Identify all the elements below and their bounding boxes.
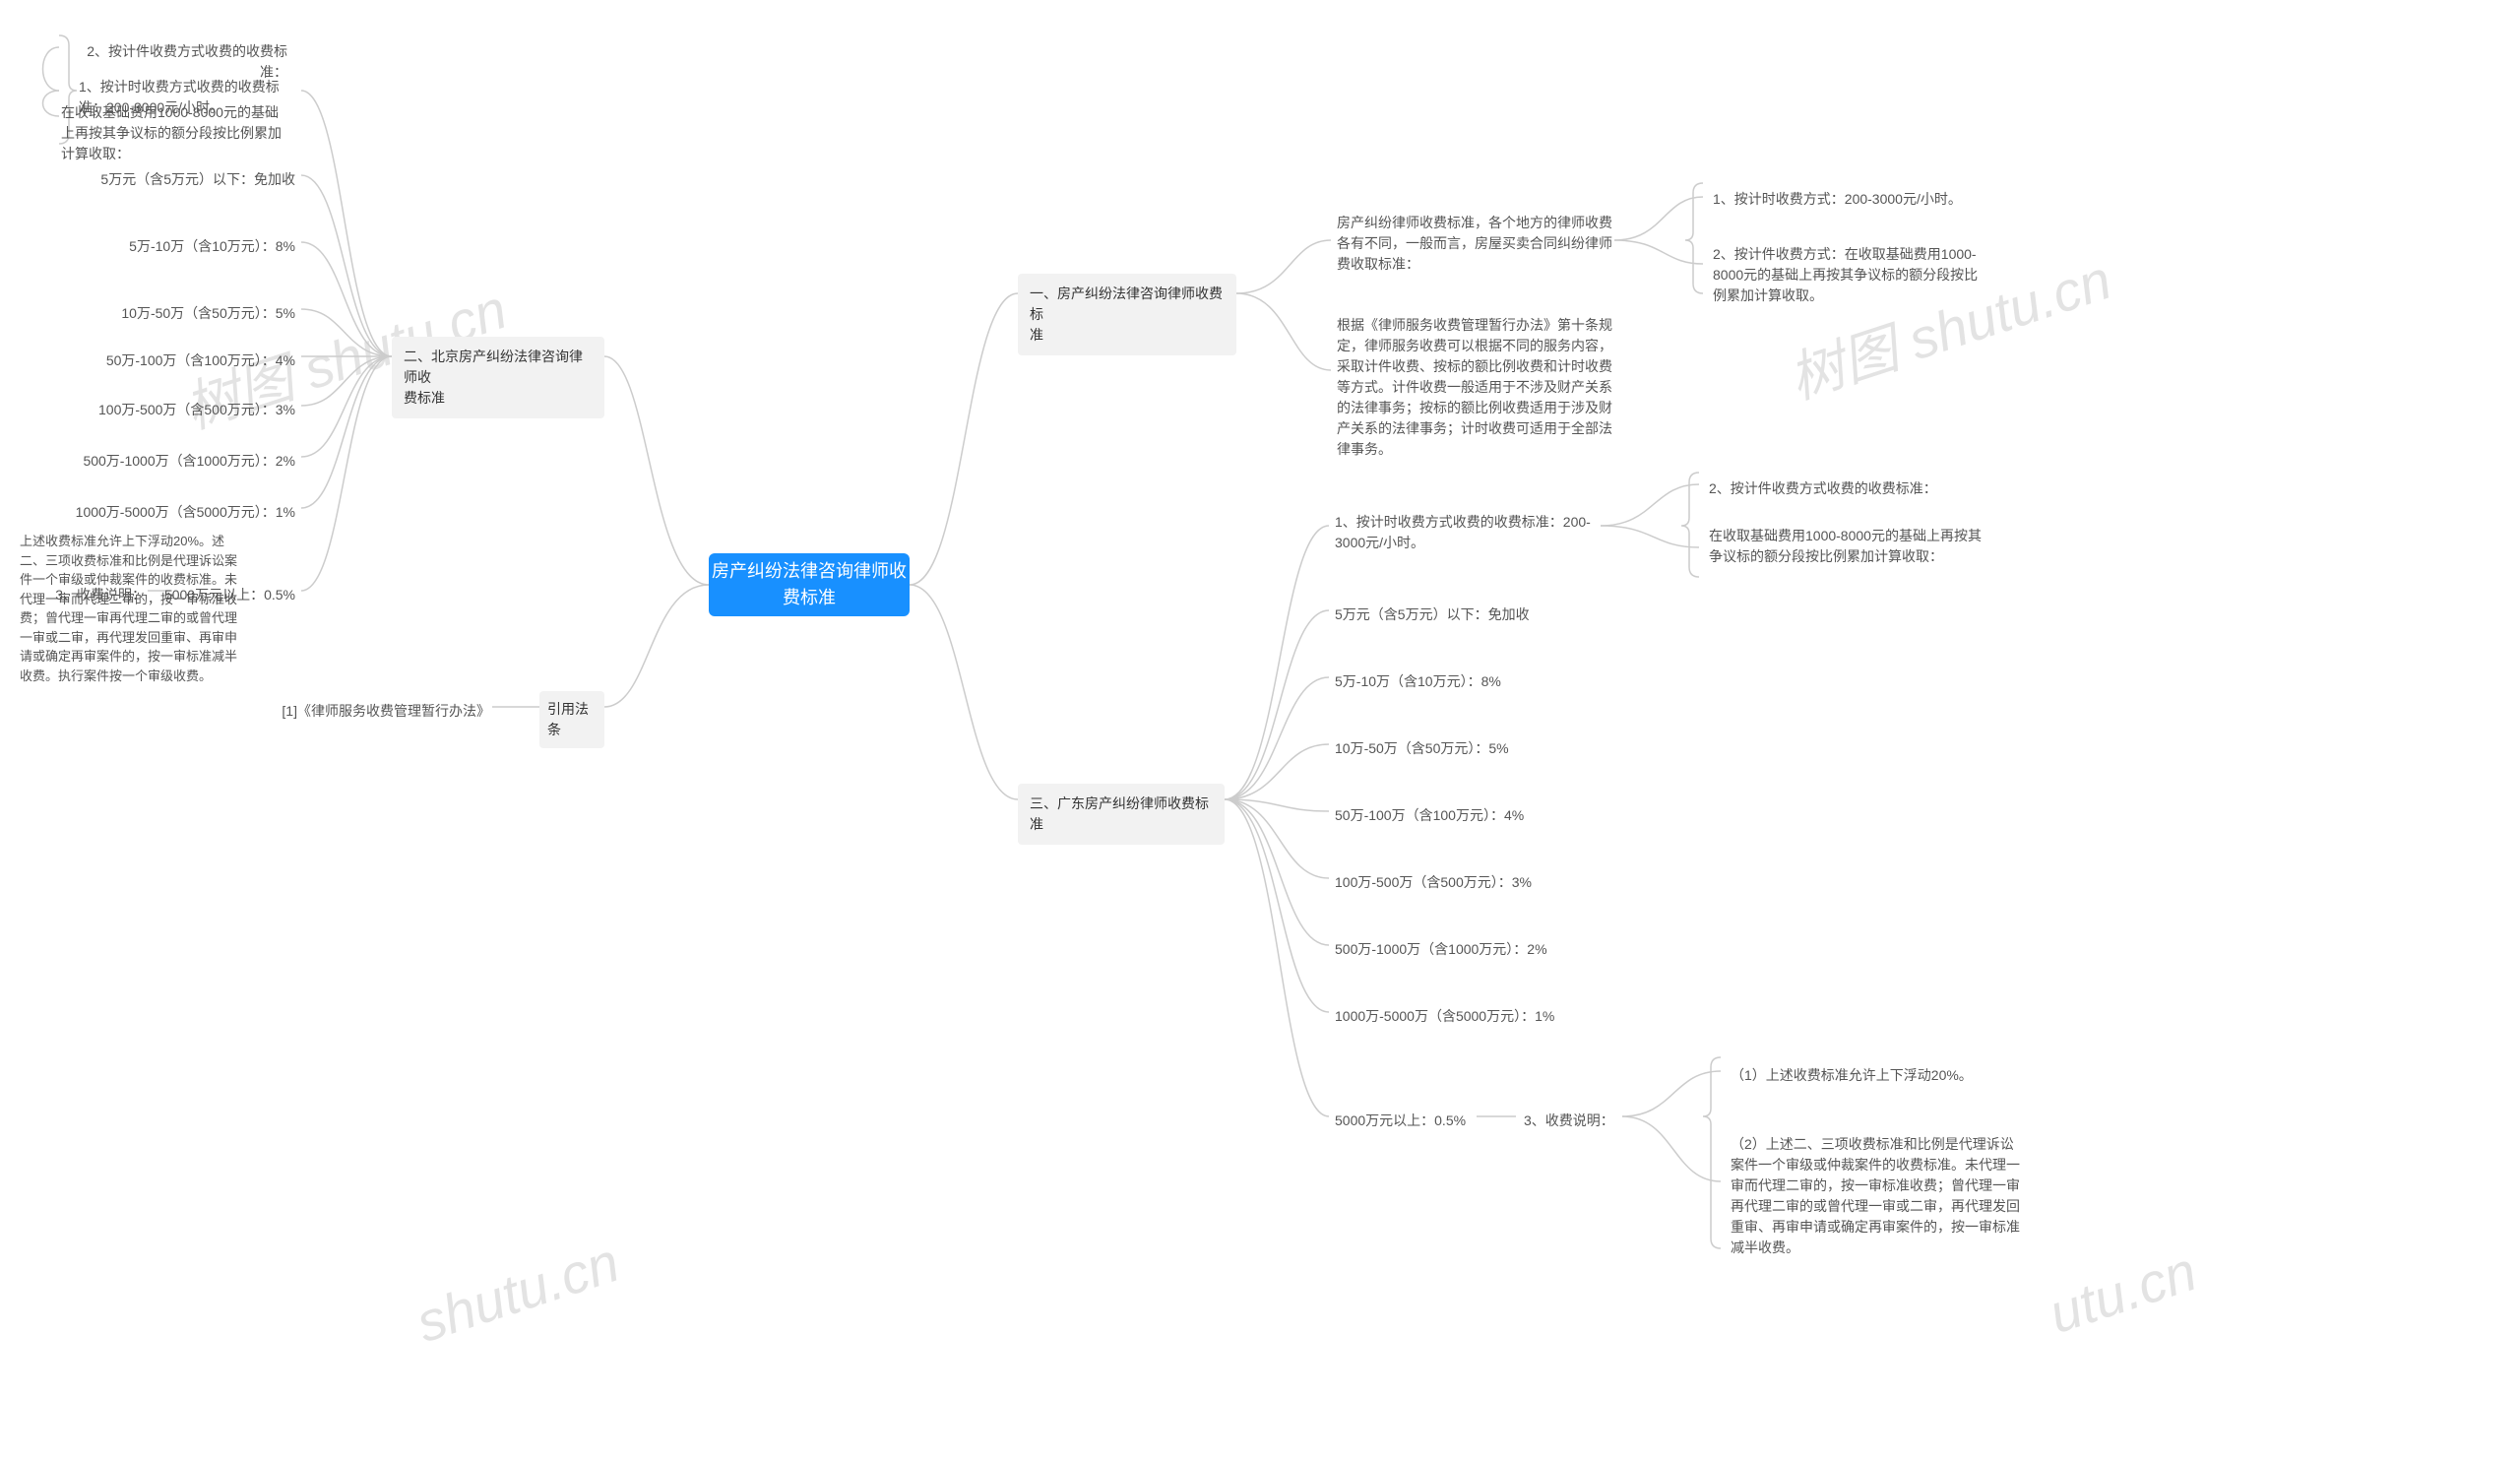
b2-t3: 10万-50万（含50万元）：5% [121, 301, 295, 326]
branch-3-title: 三、广东房产纠纷律师收费标准 [1030, 794, 1213, 835]
b2-c1a: 2、按计件收费方式收费的收费标准： [61, 39, 287, 85]
branch-2-title-l1: 二、北京房产纠纷法律咨询律师收 [404, 347, 593, 388]
b3-t8n: 3、收费说明： [1524, 1109, 1614, 1133]
b3-t5: 100万-500万（含500万元）：3% [1335, 870, 1532, 895]
branch-4-title: 引用法条 [547, 699, 597, 740]
b4-c1: [1]《律师服务收费管理暂行办法》 [282, 699, 490, 724]
branch-1: 一、房产纠纷法律咨询律师收费标 准 [1018, 274, 1236, 355]
branch-2: 二、北京房产纠纷法律咨询律师收 费标准 [392, 337, 604, 418]
b1-intro-c2: 2、按计件收费方式：在收取基础费用1000-8000元的基础上再按其争议标的额分… [1713, 242, 1988, 308]
branch-1-title-l2: 准 [1030, 325, 1225, 346]
b1-reg: 根据《律师服务收费管理暂行办法》第十条规定，律师服务收费可以根据不同的服务内容，… [1337, 313, 1612, 462]
b3-t8: 5000万元以上：0.5% [1335, 1109, 1466, 1133]
connectors-layer [0, 0, 2520, 1461]
watermark: shutu.cn [409, 1230, 626, 1355]
b1-intro-c1: 1、按计时收费方式：200-3000元/小时。 [1713, 187, 1988, 212]
b3-t7: 1000万-5000万（含5000万元）：1% [1335, 1004, 1554, 1029]
b3-t4: 50万-100万（含100万元）：4% [1335, 803, 1524, 828]
b3-t2: 5万-10万（含10万元）：8% [1335, 669, 1501, 694]
branch-3: 三、广东房产纠纷律师收费标准 [1018, 784, 1225, 845]
branch-4: 引用法条 [539, 691, 604, 748]
branch-2-title-l2: 费标准 [404, 388, 593, 409]
b3-t8n2: （2）上述二、三项收费标准和比例是代理诉讼案件一个审级或仲裁案件的收费标准。未代… [1731, 1132, 2026, 1260]
b2-t1: 5万元（含5万元）以下：免加收 [100, 167, 295, 192]
b3-t6: 500万-1000万（含1000万元）：2% [1335, 937, 1547, 962]
branch-1-title-l1: 一、房产纠纷法律咨询律师收费标 [1030, 284, 1225, 325]
b2-t5: 100万-500万（含500万元）：3% [98, 398, 295, 422]
root-title-line2: 费标准 [712, 585, 907, 611]
b3-c1a: 2、按计件收费方式收费的收费标准： [1709, 476, 1945, 501]
b3-c1: 1、按计时收费方式收费的收费标准：200-3000元/小时。 [1335, 510, 1601, 555]
b2-t7: 1000万-5000万（含5000万元）：1% [76, 500, 295, 525]
root-title-line1: 房产纠纷法律咨询律师收 [712, 558, 907, 585]
watermark: utu.cn [2042, 1239, 2204, 1346]
b3-c1b: 在收取基础费用1000-8000元的基础上再按其争议标的额分段按比例累加计算收取… [1709, 524, 1984, 569]
b2-t8note: 上述收费标准允许上下浮动20%。述二、三项收费标准和比例是代理诉讼案件一个审级或… [20, 530, 246, 687]
b3-t1: 5万元（含5万元）以下：免加收 [1335, 603, 1530, 627]
b3-t8n1: （1）上述收费标准允许上下浮动20%。 [1731, 1063, 1986, 1088]
b3-t3: 10万-50万（含50万元）：5% [1335, 736, 1509, 761]
b2-c1b: 在收取基础费用1000-8000元的基础上再按其争议标的额分段按比例累加计算收取… [61, 100, 287, 166]
b2-t2: 5万-10万（含10万元）：8% [129, 234, 295, 259]
b1-intro: 房产纠纷律师收费标准，各个地方的律师收费各有不同，一般而言，房屋买卖合同纠纷律师… [1337, 211, 1612, 277]
root-node: 房产纠纷法律咨询律师收 费标准 [709, 553, 910, 616]
b2-t6: 500万-1000万（含1000万元）：2% [83, 449, 295, 474]
b2-t4: 50万-100万（含100万元）：4% [106, 349, 295, 373]
